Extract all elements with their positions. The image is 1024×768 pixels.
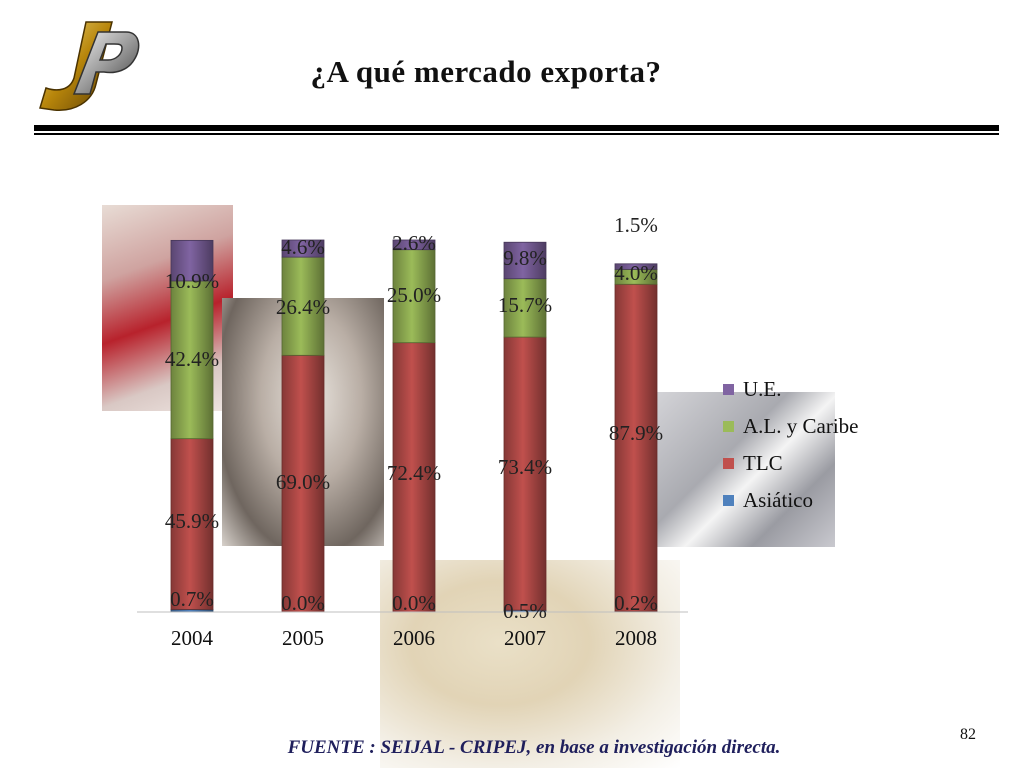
bar-tlc-2004 [170, 438, 214, 610]
legend-swatch [723, 421, 734, 432]
chart-legend: U.E. A.L. y Caribe TLC Asiático [723, 371, 858, 519]
data-label-ue-2007: 9.8% [503, 246, 547, 270]
data-label-asitico-2006: 0.0% [392, 591, 436, 615]
legend-label: Asiático [743, 488, 813, 512]
bar-alycaribe-2004 [170, 280, 214, 440]
bar-tlc-2008 [614, 283, 658, 612]
data-label-alycaribe-2008: 4.0% [614, 261, 658, 285]
legend-item-alycaribe: A.L. y Caribe [723, 408, 858, 445]
data-label-alycaribe-2006: 25.0% [387, 283, 441, 307]
legend-label: A.L. y Caribe [743, 414, 859, 438]
x-tick-label-2007: 2007 [504, 626, 546, 650]
title-divider-thin [34, 133, 999, 135]
data-label-asitico-2007: 0.5% [503, 599, 547, 623]
bar-ue-2006 [392, 239, 436, 251]
data-label-tlc-2004: 45.9% [165, 509, 219, 533]
bar-ue-2007 [503, 241, 547, 280]
title-divider [34, 125, 999, 131]
bar-alycaribe-2005 [281, 256, 325, 356]
data-label-alycaribe-2005: 26.4% [276, 295, 330, 319]
legend-item-ue: U.E. [723, 371, 858, 408]
legend-item-tlc: TLC [723, 445, 858, 482]
source-note: FUENTE : SEIJAL - CRIPEJ, en base a inve… [287, 737, 781, 758]
bar-ue-2008 [614, 263, 658, 270]
data-label-asitico-2004: 0.7% [170, 587, 214, 611]
bar-ue-2005 [281, 239, 325, 258]
legend-label: U.E. [743, 377, 782, 401]
data-label-tlc-2008: 87.9% [609, 421, 663, 445]
data-label-ue-2004: 10.9% [165, 269, 219, 293]
page-number: 82 [960, 726, 976, 743]
bar-alycaribe-2006 [392, 249, 436, 344]
jp-logo [39, 21, 140, 111]
x-tick-label-2006: 2006 [393, 626, 435, 650]
x-tick-label-2004: 2004 [171, 626, 214, 650]
legend-label: TLC [743, 451, 783, 475]
data-label-tlc-2005: 69.0% [276, 470, 330, 494]
data-label-tlc-2006: 72.4% [387, 461, 441, 485]
data-label-ue-2005: 4.6% [281, 235, 325, 259]
legend-item-asitico: Asiático [723, 482, 858, 519]
data-label-alycaribe-2004: 42.4% [165, 347, 219, 371]
bar-ue-2004 [170, 239, 214, 282]
x-tick-label-2005: 2005 [282, 626, 324, 650]
data-label-asitico-2008: 0.2% [614, 591, 658, 615]
background-photo-jewelry [655, 392, 835, 547]
x-tick-label-2008: 2008 [615, 626, 657, 650]
legend-swatch [723, 495, 734, 506]
data-label-asitico-2005: 0.0% [281, 591, 325, 615]
data-label-ue-2008: 1.5% [614, 213, 658, 237]
bar-alycaribe-2007 [503, 278, 547, 338]
data-label-tlc-2007: 73.4% [498, 455, 552, 479]
bar-tlc-2007 [503, 336, 547, 611]
data-label-ue-2006: 2.6% [392, 231, 436, 255]
legend-swatch [723, 384, 734, 395]
legend-swatch [723, 458, 734, 469]
slide-title: ¿A qué mercado exporta? [310, 54, 662, 89]
data-label-alycaribe-2007: 15.7% [498, 293, 552, 317]
